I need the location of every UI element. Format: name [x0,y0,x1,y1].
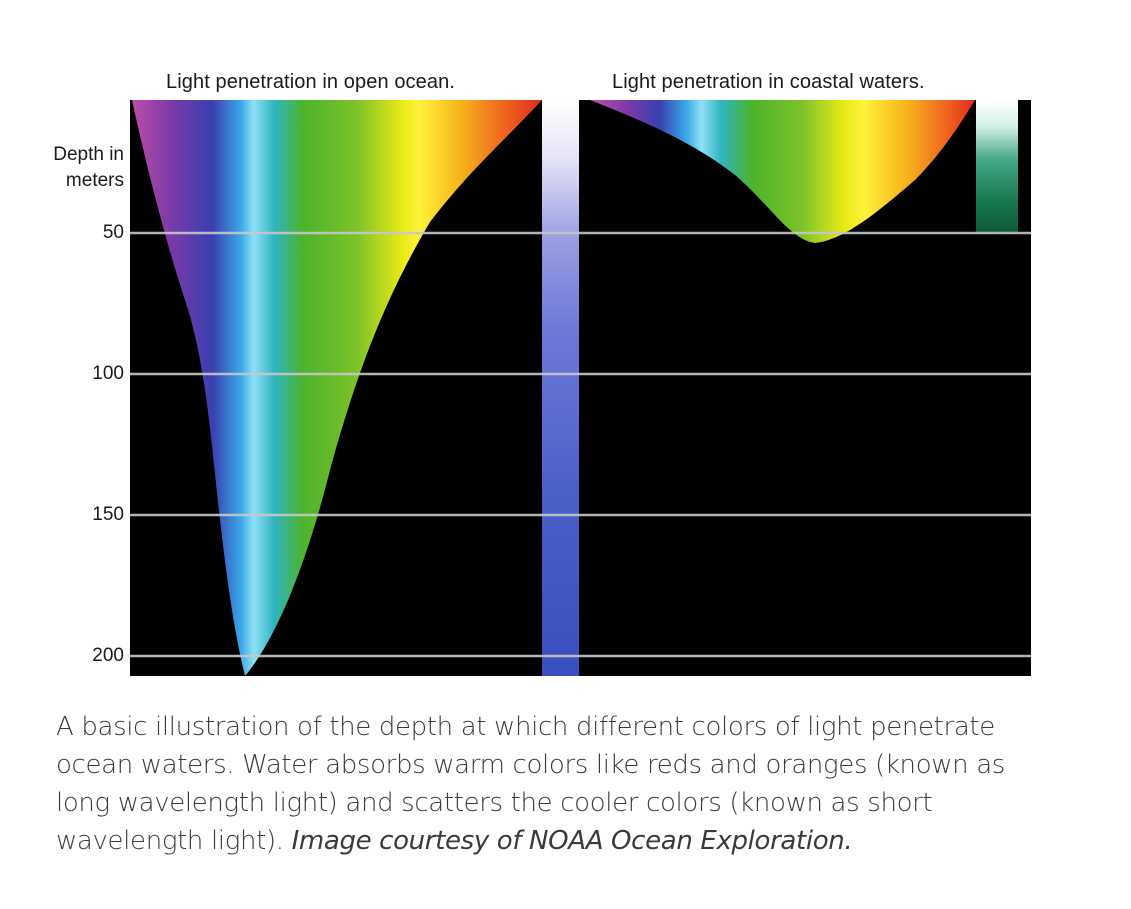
coastal-spectrum [590,100,975,243]
depth-axis-label-line1: Depth in [53,144,124,165]
diagram-graphic [130,100,1031,676]
tick-label-100: 100 [92,363,124,384]
open-ocean-spectrum [132,100,542,676]
light-column [542,100,579,676]
light-penetration-diagram: Light penetration in open ocean. Light p… [30,71,1031,676]
depth-axis-label-line2: meters [65,170,124,191]
coastal-title: Light penetration in coastal waters. [612,71,925,93]
caption-text: A basic illustration of the depth at whi… [56,712,1005,856]
depth-axis-label: Depth in meters [30,142,124,194]
tick-label-50: 50 [102,222,124,243]
open-ocean-title: Light penetration in open ocean. [166,71,455,93]
caption-credit: Image courtesy of NOAA Ocean Exploration… [291,826,853,856]
coastal-light-column [976,100,1018,232]
depth-gridlines [130,231,1031,658]
tick-label-200: 200 [92,645,124,666]
tick-label-150: 150 [92,504,124,525]
figure-caption: A basic illustration of the depth at whi… [56,708,1066,860]
